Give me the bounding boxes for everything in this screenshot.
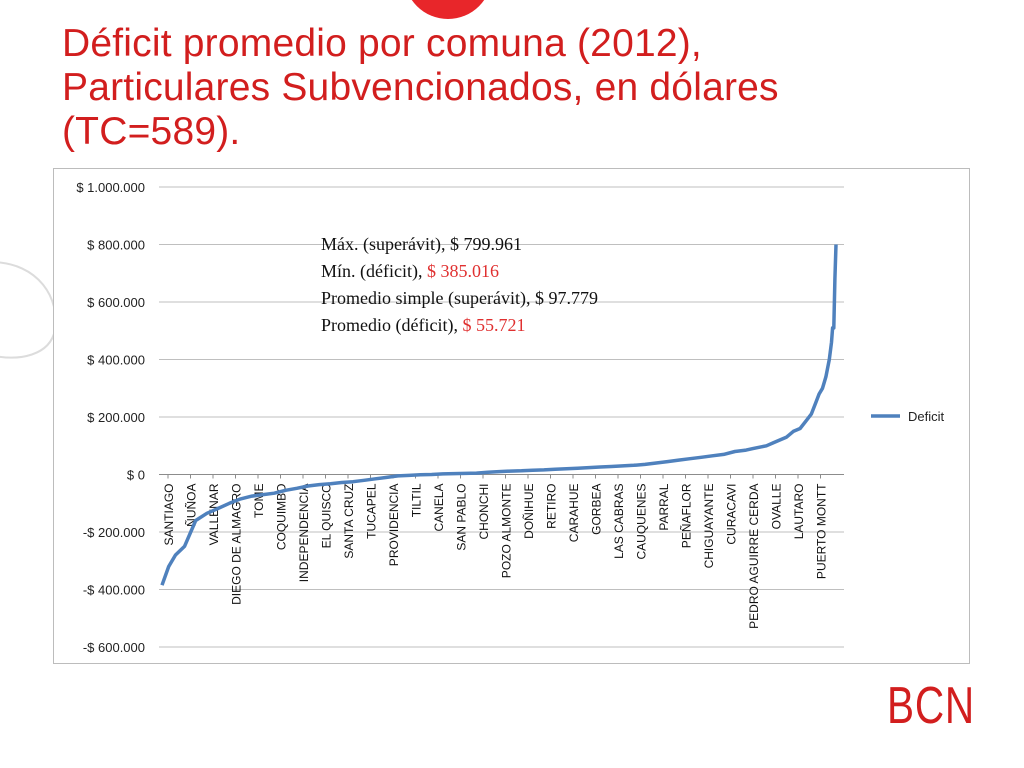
x-category-label: SAN PABLO	[455, 484, 469, 551]
annotation-average: Promedio (déficit), $ 55.721	[321, 315, 525, 336]
x-category-label: TILTIL	[410, 483, 424, 517]
x-category-label: GORBEA	[590, 484, 604, 535]
y-tick-label: -$ 200.000	[83, 525, 145, 540]
x-category-label: PARRAL	[657, 483, 671, 530]
statistics-annotation: Máx. (superávit), $ 799.961 Mín. (défici…	[321, 234, 598, 336]
x-category-label: TOME	[252, 484, 266, 518]
x-category-label: PEÑAFLOR	[680, 483, 694, 548]
chart-container: $ 1.000.000 $ 800.000 $ 600.000 $ 400.000 $ …	[53, 168, 970, 664]
x-category-label: CARAHUE	[567, 484, 581, 543]
x-axis-ticks: SANTIAGO ÑUÑOA VALLENAR DIEGO DE ALMAGRO TOM…	[162, 474, 829, 629]
x-category-label: RETIRO	[545, 484, 559, 529]
title-line-3: (TC=589).	[62, 110, 241, 153]
x-category-label: COQUIMBO	[275, 484, 289, 551]
red-circle-decoration	[411, 0, 485, 19]
y-axis-ticks: $ 1.000.000 $ 800.000 $ 600.000 $ 400.000 $ …	[76, 180, 145, 655]
x-category-label: PEDRO AGUIRRE CERDA	[747, 484, 761, 629]
y-tick-label: $ 0	[127, 468, 145, 483]
series-line-deficit	[160, 244, 838, 586]
x-category-label: LAS CABRAS	[612, 484, 626, 559]
x-category-label: PROVIDENCIA	[387, 484, 401, 567]
annotation-max: Máx. (superávit), $ 799.961	[321, 234, 522, 255]
x-category-label: CHIGUAYANTE	[702, 484, 716, 569]
annotation-max-label: Máx. (superávit),	[321, 234, 450, 255]
annotation-average-value: $ 55.721	[462, 315, 525, 335]
y-tick-label: $ 400.000	[87, 353, 145, 368]
y-tick-label: -$ 400.000	[83, 583, 145, 598]
x-category-label: OVALLE	[770, 484, 784, 530]
x-category-label: DOÑIHUE	[522, 484, 536, 539]
y-tick-label: -$ 600.000	[83, 640, 145, 655]
annotation-max-value: $ 799.961	[450, 234, 522, 254]
legend: Deficit	[871, 409, 945, 424]
bcn-logo: BCN	[887, 677, 975, 735]
x-category-label: TUCAPEL	[365, 483, 379, 539]
x-category-label: SANTA CRUZ	[342, 484, 356, 559]
y-tick-label: $ 600.000	[87, 295, 145, 310]
y-tick-label: $ 800.000	[87, 238, 145, 253]
x-category-label: EL QUISCO	[320, 484, 334, 549]
gray-arc-decoration	[0, 261, 57, 359]
x-category-label: PUERTO MONTT	[815, 483, 829, 579]
y-tick-label: $ 1.000.000	[76, 180, 145, 195]
x-category-label: SANTIAGO	[162, 484, 176, 546]
deficit-line-chart: $ 1.000.000 $ 800.000 $ 600.000 $ 400.000 $ …	[76, 180, 945, 655]
x-category-label: VALLENAR	[207, 483, 221, 545]
page-title: Déficit promedio por comuna (2012), Part…	[62, 22, 962, 154]
x-category-label: CURACAVI	[725, 484, 739, 545]
title-line-1: Déficit promedio por comuna (2012),	[62, 22, 702, 65]
x-category-label: LAUTARO	[792, 484, 806, 540]
grid-layer	[159, 186, 844, 648]
legend-entry-deficit: Deficit	[908, 409, 945, 424]
annotation-simple-average-value: $ 97.779	[535, 288, 598, 308]
annotation-min: Mín. (déficit), $ 385.016	[321, 261, 499, 282]
x-category-label: CANELA	[432, 484, 446, 532]
x-category-label: DIEGO DE ALMAGRO	[230, 484, 244, 605]
x-category-label: POZO ALMONTE	[500, 484, 514, 579]
annotation-min-label: Mín. (déficit),	[321, 261, 427, 282]
x-category-label: CHONCHI	[477, 484, 491, 540]
series-layer	[160, 244, 838, 586]
annotation-simple-average: Promedio simple (superávit), $ 97.779	[321, 288, 598, 309]
annotation-min-value: $ 385.016	[427, 261, 499, 281]
x-category-label: ÑUÑOA	[185, 484, 199, 527]
y-tick-label: $ 200.000	[87, 410, 145, 425]
title-line-2: Particulares Subvencionados, en dólares	[62, 66, 779, 109]
x-category-label: CAUQUENES	[635, 484, 649, 560]
annotation-average-label: Promedio (déficit),	[321, 315, 462, 336]
x-category-label: INDEPENDENCIA	[297, 484, 311, 583]
annotation-simple-average-label: Promedio simple (superávit),	[321, 288, 535, 309]
